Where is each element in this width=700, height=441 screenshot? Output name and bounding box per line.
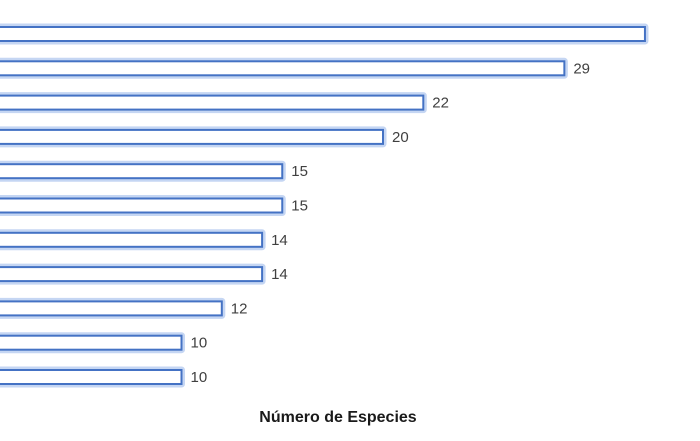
bar — [0, 300, 223, 317]
data-label: 15 — [291, 198, 308, 215]
x-axis-title: Número de Especies — [259, 409, 417, 426]
bar — [0, 94, 425, 111]
data-label: 12 — [231, 300, 248, 317]
bar — [0, 128, 384, 145]
bar — [0, 60, 566, 77]
bar — [0, 266, 264, 283]
data-label: 20 — [392, 129, 409, 146]
bar — [0, 197, 284, 214]
data-label: 14 — [271, 232, 288, 249]
data-label: 15 — [291, 163, 308, 180]
data-label: 22 — [432, 95, 449, 112]
data-label: 29 — [573, 60, 590, 77]
bar — [0, 369, 183, 385]
bar — [0, 231, 264, 248]
bar — [0, 163, 284, 180]
data-label: 10 — [191, 369, 208, 386]
bar — [0, 334, 183, 351]
data-label: 10 — [191, 335, 208, 352]
bar — [0, 26, 646, 42]
data-label: 14 — [271, 266, 288, 283]
